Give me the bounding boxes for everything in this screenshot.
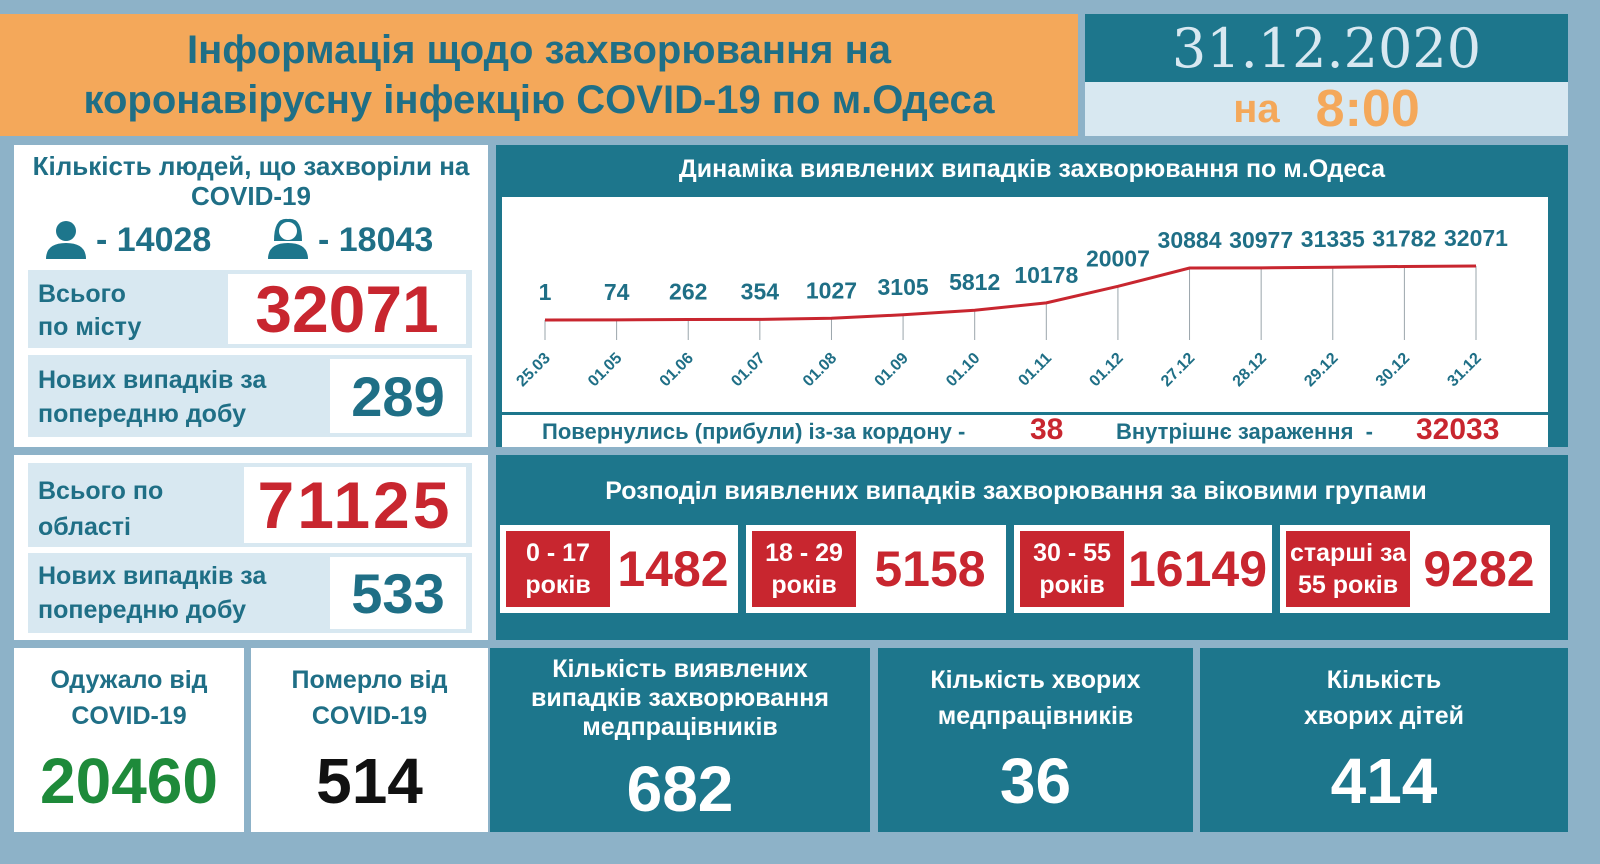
age-count: 1482 (617, 541, 729, 597)
medics: 682 (626, 752, 734, 825)
children: 414 (1330, 745, 1438, 817)
died-label: Померло від COVID-19 (291, 666, 448, 730)
city-new-label: Нових випадків за попередню добу (38, 366, 267, 428)
medics-sick-box: Кількість хворих медпрацівників 36 (878, 648, 1193, 832)
region-new: 533 (330, 557, 466, 629)
men: - 14028 (96, 221, 212, 259)
city-new: 289 (330, 359, 466, 433)
value-label: 32071 (1444, 225, 1508, 251)
medics-sick-label: Кількість хворих медпрацівників (930, 666, 1141, 730)
line (544, 264, 1477, 322)
city-total: 32071 (228, 272, 466, 346)
x-tick-label: 01.08 (800, 350, 840, 390)
age-count: 5158 (874, 541, 986, 597)
region-new-box: Нових випадків за попередню добу 533 (28, 553, 472, 633)
age-group: старші за 55 років 9282 (1280, 525, 1550, 613)
age-range: 30 - 55 років (1020, 531, 1124, 607)
value-label: 5812 (949, 269, 1000, 295)
chart: 1 25.03 74 01.05 262 01.06 354 01.07 1027 01.08 31… (502, 197, 1548, 412)
x-tick-label: 25.03 (513, 350, 553, 390)
x-tick-label: 30.12 (1373, 350, 1413, 390)
value-label: 31335 (1301, 226, 1365, 252)
region-panel: Всього по області 71125 Нових випадків з… (14, 455, 488, 640)
value-label: 1 (539, 279, 552, 305)
time-box: на 8:00 (1085, 80, 1568, 138)
value-label: 20007 (1086, 245, 1150, 271)
value-label: 31782 (1372, 225, 1436, 251)
value-label: 354 (741, 278, 780, 304)
time-prefix: на (1233, 86, 1280, 131)
recovered: 20460 (40, 745, 218, 817)
value-label: 74 (604, 279, 630, 305)
children-label: Кількість хворих дітей (1303, 666, 1465, 730)
city-total-box: Всього по місту 32071 (28, 270, 472, 348)
medics-label: Кількість виявлених випадків захворюванн… (531, 654, 829, 741)
died-box: Померло від COVID-19 514 (251, 648, 488, 832)
recovered-box: Одужало від COVID-19 20460 (14, 648, 244, 832)
age-range: старші за 55 років (1286, 531, 1410, 607)
city-total-label: Всього по місту (38, 280, 142, 341)
x-tick-label: 01.10 (943, 350, 983, 390)
region-total-box: Всього по області 71125 (28, 463, 472, 547)
age-title: Розподіл виявлених випадків захворювання… (605, 477, 1427, 505)
children-box: Кількість хворих дітей 414 (1200, 648, 1568, 832)
date: 31.12.2020 (1085, 14, 1568, 82)
age-count: 9282 (1423, 541, 1535, 597)
time: 8:00 (1315, 80, 1420, 138)
region-new-label: Нових випадків за попередню добу (38, 562, 267, 624)
age-range: 0 - 17 років (506, 531, 610, 607)
title-line: Інформація щодо захворювання на (186, 28, 892, 72)
internal: 32033 (1416, 413, 1500, 446)
x-tick-label: 01.12 (1086, 350, 1126, 390)
value-label: 10178 (1014, 262, 1078, 288)
origin-strip: Повернулись (прибули) із-за кордону - 38… (502, 413, 1548, 447)
value-label: 262 (669, 279, 707, 305)
medics-sick: 36 (999, 745, 1072, 817)
city-panel: Кількість людей, що захворіли на COVID-1… (14, 145, 488, 447)
chart-panel: Динаміка виявлених випадків захворювання… (496, 145, 1568, 447)
age-groups: 0 - 17 років 1482 18 - 29 років 5158 30 - 55… (500, 525, 1560, 613)
x-tick-label: 28.12 (1230, 350, 1270, 390)
value-label: 1027 (806, 277, 857, 303)
age-group: 18 - 29 років 5158 (746, 525, 1006, 613)
region-total: 71125 (244, 467, 466, 543)
region-total-label: Всього по області (38, 477, 164, 541)
age-range: 18 - 29 років (752, 531, 856, 607)
x-tick-label: 27.12 (1158, 350, 1198, 390)
sick-title: Кількість людей, що захворіли на COVID-1… (32, 151, 470, 211)
value-label: 30977 (1229, 227, 1293, 253)
border: 38 (1030, 413, 1064, 446)
title-box: Інформація щодо захворювання на коронаві… (0, 14, 1078, 136)
x-tick-label: 01.09 (872, 350, 912, 390)
x-tick-label: 01.05 (585, 350, 625, 390)
recovered-label: Одужало від COVID-19 (50, 666, 208, 730)
x-tick-label: 01.11 (1015, 350, 1055, 390)
city-new-box: Нових випадків за попередню добу 289 (28, 355, 472, 437)
medics-box: Кількість виявлених випадків захворюванн… (490, 648, 870, 832)
x-tick-label: 01.06 (657, 350, 697, 390)
chart-title: Динаміка виявлених випадків захворювання… (678, 155, 1386, 183)
age-group: 0 - 17 років 1482 (500, 525, 738, 613)
border-label: Повернулись (прибули) із-за кордону - (542, 419, 966, 444)
internal-label: Внутрішнє зараження - (1116, 419, 1373, 444)
x-tick-label: 01.07 (728, 350, 768, 390)
women: - 18043 (318, 221, 434, 259)
value-label: 3105 (877, 274, 928, 300)
man-icon (46, 221, 86, 259)
x-tick-label: 31.12 (1444, 350, 1484, 390)
died: 514 (316, 745, 423, 817)
woman-icon (268, 218, 308, 259)
title-line: коронавірусну інфекцію COVID-19 по м.Оде… (83, 78, 995, 122)
age-group: 30 - 55 років 16149 (1014, 525, 1272, 613)
age-panel: Розподіл виявлених випадків захворювання… (496, 455, 1568, 640)
value-label: 30884 (1158, 227, 1222, 253)
age-count: 16149 (1128, 541, 1268, 597)
x-tick-label: 29.12 (1301, 350, 1341, 390)
